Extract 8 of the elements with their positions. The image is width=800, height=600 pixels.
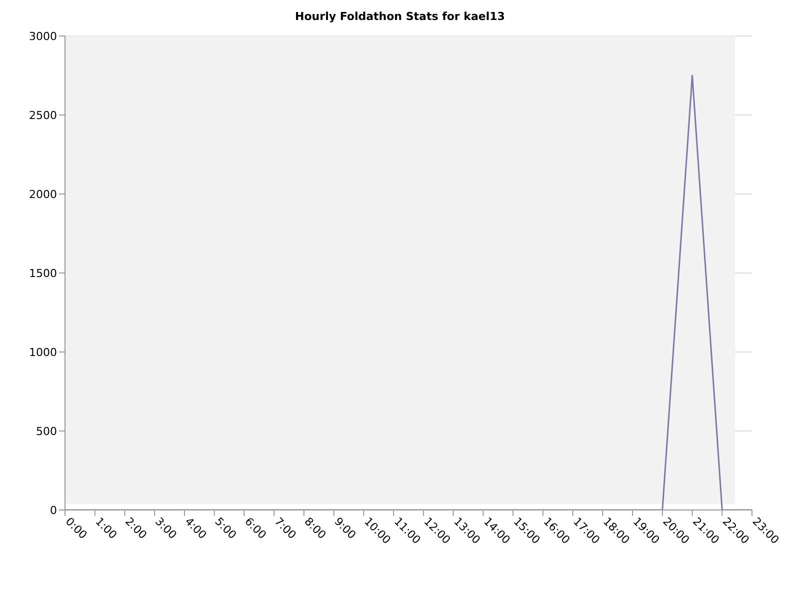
y-tick-label: 2500 bbox=[29, 108, 57, 122]
y-tick-label: 2000 bbox=[29, 188, 57, 201]
chart-title: Hourly Foldathon Stats for kael13 bbox=[294, 10, 506, 25]
y-tick-label: 500 bbox=[36, 424, 57, 438]
y-tick-label: 3000 bbox=[29, 30, 57, 43]
y-tick-label: 0 bbox=[50, 504, 57, 517]
y-tick-label: 1000 bbox=[29, 346, 57, 359]
y-tick-label: 1500 bbox=[29, 266, 57, 280]
